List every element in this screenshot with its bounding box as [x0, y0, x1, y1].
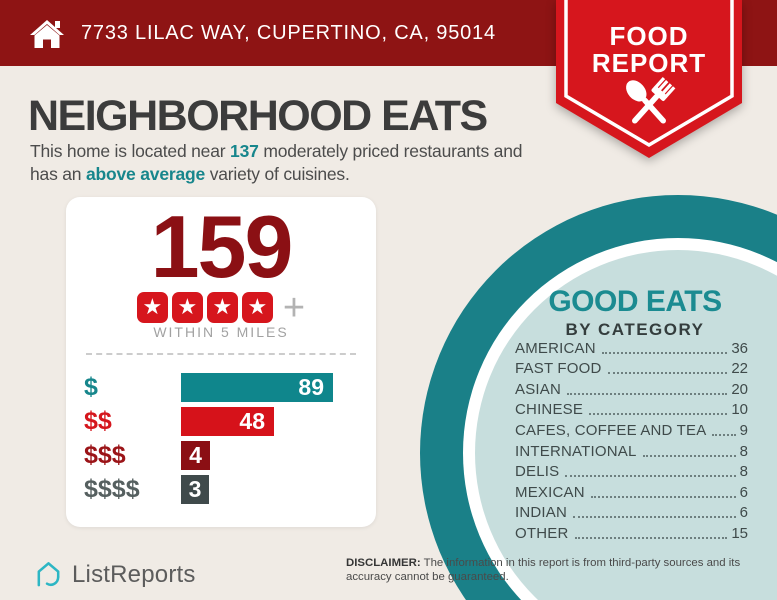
category-label: DELIS [515, 463, 560, 481]
badge-title-line1: FOOD [609, 21, 688, 51]
price-tier-label: $$$ [84, 441, 126, 469]
category-label: FAST FOOD [515, 360, 602, 378]
disclaimer-text: The information in this report is from t… [346, 557, 741, 583]
good-eats-heading: GOOD EATS BY CATEGORY [505, 286, 765, 340]
category-row: AMERICAN 36 [515, 337, 748, 358]
category-value: 20 [731, 380, 748, 398]
leader-dots [589, 413, 728, 416]
price-tier-label: $ [84, 373, 98, 401]
price-bar-value: 89 [298, 374, 324, 400]
category-value: 15 [731, 524, 748, 542]
intro-line2-pre: has an [30, 164, 87, 184]
page-title: NEIGHBORHOOD EATS [28, 92, 488, 140]
category-value: 6 [739, 483, 748, 501]
plus-icon: + [282, 286, 306, 329]
restaurant-count: 159 [150, 197, 294, 296]
food-report-badge: FOOD REPORT [556, 0, 742, 158]
category-value: 6 [739, 504, 748, 522]
price-tier-row: $$ 48 [66, 407, 376, 436]
price-tier-label: $$$$ [84, 475, 140, 503]
leader-dots [565, 475, 736, 478]
category-value: 8 [739, 463, 748, 481]
category-label: AMERICAN [515, 339, 596, 357]
restaurant-count-highlight: 137 [230, 141, 259, 161]
star-rating: ★ ★ ★ ★ + [66, 286, 376, 329]
category-label: INTERNATIONAL [515, 442, 637, 460]
star-icon: ★ [206, 292, 238, 323]
disclaimer-label: DISCLAIMER: [346, 557, 421, 569]
category-label: MEXICAN [515, 483, 585, 501]
leader-dots [574, 536, 728, 539]
category-row: OTHER 15 [515, 522, 748, 543]
price-bar-value: 3 [188, 476, 202, 502]
intro-line1-pre: This home is located near [30, 141, 231, 161]
price-bar-value: 48 [239, 408, 265, 434]
leader-dots [642, 454, 736, 457]
category-value: 22 [731, 360, 748, 378]
leader-dots [573, 516, 736, 519]
intro-line1-post: moderately priced restaurants and [258, 141, 523, 161]
category-row: DELIS 8 [515, 461, 748, 482]
disclaimer: DISCLAIMER: The information in this repo… [346, 556, 750, 584]
star-icon: ★ [171, 292, 203, 323]
spoon-fork-crossed-icon [626, 77, 676, 124]
category-row: CAFES, COFFEE AND TEA 9 [515, 419, 748, 440]
good-eats-subtitle: BY CATEGORY [565, 319, 705, 339]
category-value: 8 [739, 442, 748, 460]
intro-text: This home is located near 137 moderately… [30, 140, 522, 186]
badge-title-line2: REPORT [592, 48, 706, 78]
leader-dots [567, 392, 728, 395]
home-icon [30, 20, 64, 48]
category-label: CHINESE [515, 401, 584, 419]
category-value: 10 [731, 401, 748, 419]
price-tier-row: $89 [66, 373, 376, 402]
category-row: FAST FOOD 22 [515, 358, 748, 379]
price-bar: 4 [181, 441, 210, 470]
listreports-house-icon [37, 562, 60, 587]
good-eats-title: GOOD EATS [548, 285, 722, 318]
category-label: INDIAN [515, 504, 568, 522]
star-icon: ★ [241, 292, 273, 323]
price-bar: 3 [181, 475, 209, 504]
intro-line2-post: variety of cuisines. [205, 164, 350, 184]
category-value: 36 [731, 339, 748, 357]
star-icon: ★ [136, 292, 168, 323]
brand-name: ListReports [72, 560, 196, 588]
price-bar: 48 [181, 407, 274, 436]
category-label: ASIAN [515, 380, 562, 398]
category-row: CHINESE 10 [515, 399, 748, 420]
category-row: MEXICAN 6 [515, 481, 748, 502]
radius-caption: WITHIN 5 MILES [153, 324, 289, 340]
category-label: OTHER [515, 524, 569, 542]
leader-dots [607, 372, 728, 375]
price-tier-bar-chart: $89 $$ 48 $$$ 4 $$$$ 3 [66, 373, 376, 509]
dashed-divider [86, 353, 356, 355]
category-row: INDIAN 6 [515, 502, 748, 523]
price-tier-row: $$$$ 3 [66, 475, 376, 504]
price-bar: 89 [181, 373, 333, 402]
leader-dots [712, 433, 736, 436]
category-value: 9 [739, 421, 748, 439]
leader-dots [590, 495, 736, 498]
restaurant-summary-card: 159 ★ ★ ★ ★ + WITHIN 5 MILES $89 $$ 48 $$$ 4 $$$$… [66, 197, 376, 527]
listreports-logo: ListReports [33, 558, 196, 591]
price-bar-value: 4 [189, 442, 202, 468]
category-list: AMERICAN 36 FAST FOOD 22 ASIAN 20 CHINESE 10 CAF… [515, 337, 748, 543]
price-tier-row: $$$ 4 [66, 441, 376, 470]
property-address: 7733 LILAC WAY, CUPERTINO, CA, 95014 [81, 21, 496, 44]
category-row: INTERNATIONAL 8 [515, 440, 748, 461]
variety-highlight: above average [86, 164, 206, 184]
category-row: ASIAN 20 [515, 378, 748, 399]
category-label: CAFES, COFFEE AND TEA [515, 421, 707, 439]
leader-dots [601, 351, 728, 354]
price-tier-label: $$ [84, 407, 112, 435]
